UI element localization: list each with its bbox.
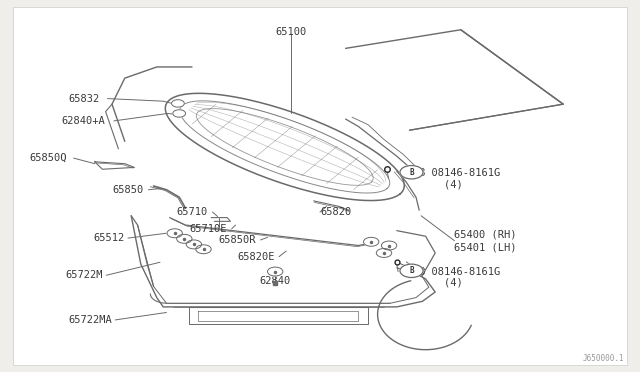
Circle shape xyxy=(400,166,423,179)
Text: 65820: 65820 xyxy=(320,207,351,217)
Circle shape xyxy=(177,234,192,243)
Text: 65722MA: 65722MA xyxy=(68,315,112,325)
Text: B: B xyxy=(409,266,414,275)
Circle shape xyxy=(381,241,397,250)
Circle shape xyxy=(186,240,202,249)
Text: 65850Q: 65850Q xyxy=(29,153,67,163)
Circle shape xyxy=(400,264,423,278)
Text: (4): (4) xyxy=(419,179,463,189)
Text: 65722M: 65722M xyxy=(65,270,102,280)
Text: 65710E: 65710E xyxy=(189,224,227,234)
Circle shape xyxy=(196,245,211,254)
Text: 65401 (LH): 65401 (LH) xyxy=(454,243,517,252)
Text: 65100: 65100 xyxy=(276,27,307,36)
Text: 65400 (RH): 65400 (RH) xyxy=(454,230,517,239)
Text: 62840: 62840 xyxy=(260,276,291,286)
Circle shape xyxy=(172,100,184,107)
Text: 62840+A: 62840+A xyxy=(62,116,106,126)
Text: B 08146-8161G: B 08146-8161G xyxy=(419,168,500,178)
Text: B: B xyxy=(409,168,414,177)
Text: 65832: 65832 xyxy=(68,94,99,103)
Circle shape xyxy=(364,237,379,246)
Circle shape xyxy=(173,110,186,117)
Text: 65850: 65850 xyxy=(113,185,144,195)
Text: 65820E: 65820E xyxy=(237,252,275,262)
FancyBboxPatch shape xyxy=(13,7,627,365)
Text: J650000.1: J650000.1 xyxy=(582,354,624,363)
Text: 65850R: 65850R xyxy=(218,235,256,245)
Circle shape xyxy=(268,267,283,276)
Text: B 08146-8161G: B 08146-8161G xyxy=(419,267,500,276)
Circle shape xyxy=(376,248,392,257)
Text: 65710: 65710 xyxy=(177,207,208,217)
Circle shape xyxy=(167,229,182,238)
Text: (4): (4) xyxy=(419,278,463,288)
Text: 65512: 65512 xyxy=(93,233,125,243)
